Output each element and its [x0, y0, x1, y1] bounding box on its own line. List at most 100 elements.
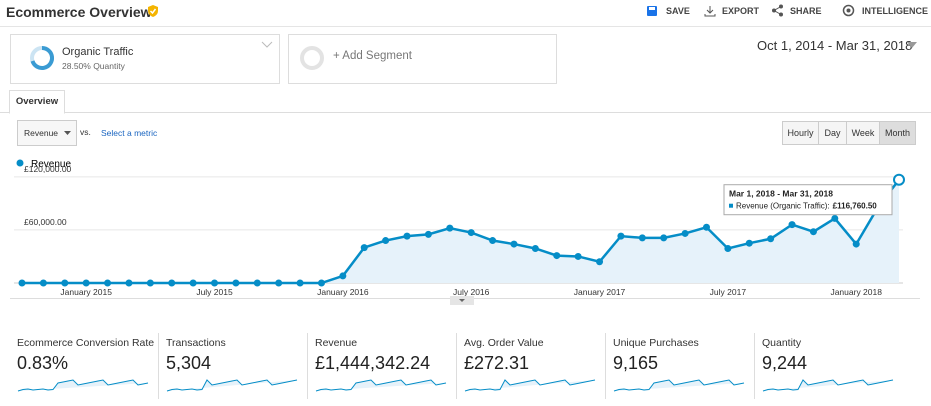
point	[211, 279, 219, 287]
point	[788, 221, 796, 229]
overview-tab[interactable]: Overview	[9, 90, 65, 114]
point	[317, 279, 325, 287]
metric-arrow	[64, 131, 71, 135]
x-tick-label: July 2015	[196, 287, 233, 297]
scorecard-value: 9,165	[613, 353, 659, 373]
scorecard-value: 9,244	[762, 353, 808, 373]
tooltip-value: £116,760.50	[833, 202, 878, 211]
scorecard-label: Ecommerce Conversion Rate	[17, 337, 155, 349]
save-button[interactable]: SAVE	[666, 6, 690, 16]
resize-handle[interactable]	[450, 296, 474, 305]
point	[168, 279, 176, 287]
sparkline	[315, 379, 447, 392]
scorecard[interactable]: Revenue £1,444,342.24	[308, 333, 457, 399]
tooltip-title: Mar 1, 2018 - Mar 31, 2018	[729, 189, 833, 199]
scorecard-label: Unique Purchases	[613, 337, 699, 349]
scorecard-value: 5,304	[166, 353, 212, 373]
segment-card[interactable]: Organic Traffic 28.50% Quantity	[10, 34, 280, 84]
scorecard[interactable]: Unique Purchases 9,165	[606, 333, 755, 399]
segment-donut	[30, 45, 55, 70]
sparkline	[613, 379, 745, 392]
verified-icon	[148, 5, 158, 17]
sparkline	[464, 379, 596, 392]
week-button[interactable]: Week	[847, 122, 880, 144]
point	[831, 214, 839, 222]
select-metric-link[interactable]: Select a metric	[101, 128, 158, 138]
point	[446, 224, 454, 232]
x-tick-label: January 2017	[574, 287, 626, 297]
point	[809, 228, 817, 236]
month-button[interactable]: Month	[880, 122, 915, 144]
divider	[0, 26, 931, 27]
sparkline	[166, 379, 298, 392]
share-icon[interactable]	[771, 4, 784, 17]
point	[681, 229, 689, 237]
hourly-button[interactable]: Hourly	[783, 122, 819, 144]
point	[18, 279, 26, 287]
point	[232, 279, 240, 287]
segment-detail: 28.50% Quantity	[62, 61, 125, 71]
date-range[interactable]: Oct 1, 2014 - Mar 31, 2018	[757, 38, 913, 53]
segment-name: Organic Traffic	[62, 46, 134, 58]
point	[339, 272, 347, 280]
x-tick-label: January 2018	[830, 287, 882, 297]
scorecard-label: Quantity	[762, 337, 802, 349]
point	[660, 234, 668, 242]
tab-line	[0, 112, 931, 113]
add-segment-card[interactable]: + Add Segment	[288, 34, 557, 84]
point	[146, 279, 154, 287]
point	[382, 237, 390, 245]
x-tick-label: July 2017	[710, 287, 747, 297]
intelligence-button[interactable]: INTELLIGENCE	[862, 6, 929, 16]
export-icon[interactable]	[704, 5, 716, 17]
sparkline	[762, 379, 894, 392]
point	[82, 279, 90, 287]
scorecard[interactable]: Avg. Order Value £272.31	[457, 333, 606, 399]
point	[617, 232, 625, 240]
x-tick-label: July 2016	[453, 287, 490, 297]
point	[61, 279, 69, 287]
intelligence-icon[interactable]	[842, 4, 855, 17]
share-button[interactable]: SHARE	[790, 6, 822, 16]
save-icon[interactable]	[646, 5, 658, 17]
scorecard-value: £272.31	[464, 353, 530, 373]
metric-select-label: Revenue	[24, 128, 59, 138]
point	[574, 252, 582, 260]
point	[531, 245, 539, 252]
point	[893, 173, 905, 186]
granularity-group: Hourly Day Week Month	[782, 121, 916, 145]
point	[189, 279, 197, 287]
chart: Revenue £60,000.00 £120,000.00 January 2015…	[14, 159, 905, 297]
point	[767, 235, 775, 243]
segment-chevron[interactable]	[261, 41, 273, 49]
point	[403, 232, 411, 240]
point	[275, 279, 283, 287]
point	[253, 279, 261, 287]
scorecard-value: £1,444,342.24	[315, 353, 431, 373]
tooltip-box	[723, 184, 893, 216]
export-button[interactable]: EXPORT	[722, 6, 760, 16]
day-button[interactable]: Day	[819, 122, 847, 144]
point	[724, 245, 732, 252]
scorecard-label: Revenue	[315, 337, 358, 349]
x-tick-label: January 2015	[60, 287, 112, 297]
point	[360, 244, 368, 252]
date-dropdown[interactable]	[907, 42, 917, 48]
line	[22, 178, 900, 285]
scorecard[interactable]: Ecommerce Conversion Rate 0.83%	[10, 333, 159, 399]
point	[745, 239, 753, 247]
vs-label: vs.	[80, 127, 91, 137]
point	[596, 258, 604, 266]
point	[296, 279, 304, 287]
scorecard[interactable]: Transactions 5,304	[159, 333, 308, 399]
point	[702, 223, 710, 231]
point	[638, 234, 646, 242]
point	[852, 240, 860, 248]
point	[467, 229, 475, 237]
point	[424, 230, 432, 238]
point	[489, 237, 497, 245]
scorecard[interactable]: Quantity 9,244	[755, 333, 903, 399]
metric-select[interactable]: Revenue	[17, 120, 77, 146]
scorecard-value: 0.83%	[17, 353, 69, 373]
